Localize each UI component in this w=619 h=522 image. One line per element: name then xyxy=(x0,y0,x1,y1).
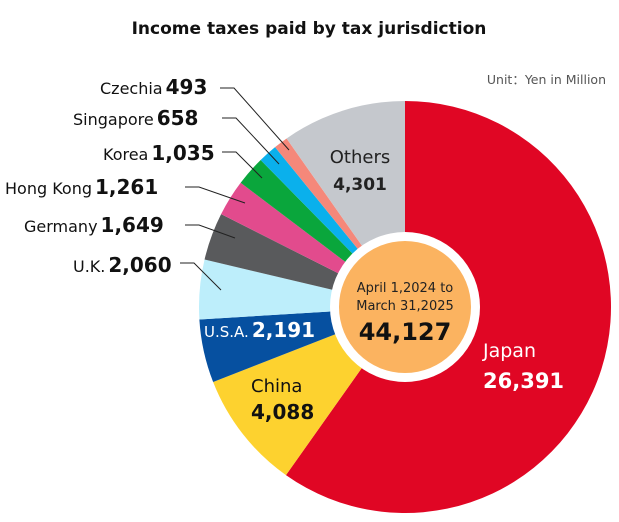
leader-line-germany xyxy=(185,224,236,239)
period-line-2: March 31,2025 xyxy=(356,299,454,314)
leader-line-korea xyxy=(222,151,263,179)
center-circle xyxy=(339,241,471,373)
value-japan: 26,391 xyxy=(483,369,564,393)
value-china: 4,088 xyxy=(251,400,314,424)
leader-line-singapore xyxy=(222,117,280,165)
value-hong-kong: 1,261 xyxy=(95,175,158,199)
unit-note: Unit：Yen in Million xyxy=(487,72,606,87)
label-czechia: Czechia xyxy=(100,79,163,98)
value-singapore: 658 xyxy=(157,106,199,130)
value-u-s-a: 2,191 xyxy=(252,318,315,342)
leader-line-czechia xyxy=(220,87,290,151)
label-singapore: Singapore xyxy=(73,110,154,129)
leader-line-hong-kong xyxy=(185,186,246,204)
label-germany: Germany xyxy=(24,217,98,236)
label-u-s-a: U.S.A. xyxy=(204,323,249,341)
chart-title: Income taxes paid by tax jurisdiction xyxy=(132,19,487,39)
value-korea: 1,035 xyxy=(151,141,214,165)
value-u-k: 2,060 xyxy=(108,253,171,277)
label-korea: Korea xyxy=(103,145,148,164)
period-line-1: April 1,2024 to xyxy=(357,281,454,296)
total-value: 44,127 xyxy=(359,318,452,346)
label-china: China xyxy=(251,376,302,397)
label-japan: Japan xyxy=(482,340,536,362)
value-others: 4,301 xyxy=(333,175,387,195)
label-others: Others xyxy=(330,147,391,168)
label-hong-kong: Hong Kong xyxy=(5,179,92,198)
value-germany: 1,649 xyxy=(101,213,164,237)
label-u-k: U.K. xyxy=(73,257,105,276)
leader-line-u-k xyxy=(180,262,222,291)
value-czechia: 493 xyxy=(166,75,208,99)
